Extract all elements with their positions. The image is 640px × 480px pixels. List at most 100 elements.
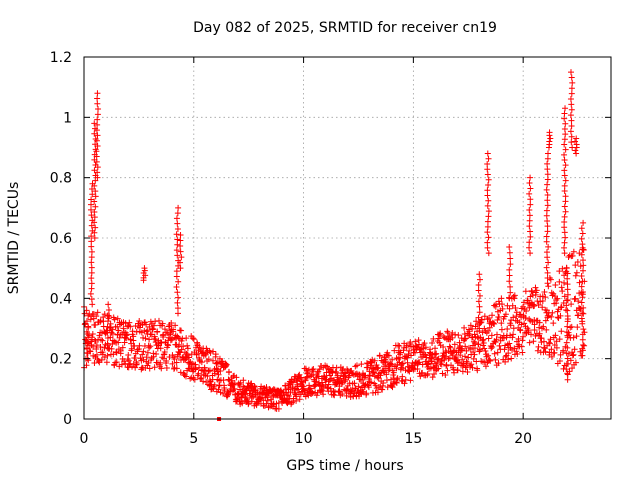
data-point <box>494 349 501 356</box>
data-point <box>506 244 513 251</box>
data-point <box>533 287 540 294</box>
data-point <box>173 268 180 275</box>
data-point <box>264 397 271 404</box>
data-point <box>511 292 518 299</box>
data-point <box>442 371 449 378</box>
data-point <box>149 325 156 332</box>
data-point <box>504 341 511 348</box>
y-tick-label: 1.2 <box>50 50 72 66</box>
data-point <box>319 387 326 394</box>
data-point <box>168 319 175 326</box>
data-point <box>177 265 184 272</box>
data-point <box>210 385 217 392</box>
data-point <box>579 288 586 295</box>
data-point <box>131 342 138 349</box>
data-point <box>484 239 491 246</box>
data-point <box>535 302 542 309</box>
data-point <box>507 261 514 268</box>
data-point <box>580 326 587 333</box>
data-point <box>485 327 492 334</box>
data-point <box>380 380 387 387</box>
data-point <box>94 309 101 316</box>
data-point <box>92 193 99 200</box>
data-point <box>449 352 456 359</box>
data-point <box>92 203 99 210</box>
data-point <box>223 361 230 368</box>
data-point <box>173 284 180 291</box>
data-point <box>405 351 412 358</box>
data-point <box>401 380 408 387</box>
data-point <box>135 345 142 352</box>
data-point <box>430 335 437 342</box>
data-point <box>562 146 569 153</box>
data-point <box>545 312 552 319</box>
data-point <box>562 131 569 138</box>
data-point <box>575 298 582 305</box>
data-point <box>506 295 513 302</box>
data-point <box>552 281 559 288</box>
data-point <box>572 262 579 269</box>
data-point <box>88 206 95 213</box>
data-point <box>178 327 185 334</box>
data-point <box>171 355 178 362</box>
data-point <box>108 345 115 352</box>
data-point <box>88 285 95 292</box>
data-point <box>287 389 294 396</box>
data-point <box>579 241 586 248</box>
data-point <box>520 333 527 340</box>
data-point <box>437 330 444 337</box>
data-point <box>580 262 587 269</box>
data-point <box>127 323 134 330</box>
y-tick-label: 0.6 <box>50 231 72 247</box>
data-point <box>393 365 400 372</box>
data-point <box>92 321 99 328</box>
data-point <box>376 352 383 359</box>
data-point <box>94 90 101 97</box>
data-point <box>553 338 560 345</box>
data-point <box>196 344 203 351</box>
data-point <box>543 212 550 219</box>
data-point <box>161 326 168 333</box>
data-point <box>485 176 492 183</box>
data-point <box>459 347 466 354</box>
data-point <box>353 362 360 369</box>
data-point <box>485 213 492 220</box>
data-point <box>158 365 165 372</box>
data-point <box>567 357 574 364</box>
data-point <box>553 344 560 351</box>
data-point <box>127 336 134 343</box>
data-point <box>93 342 100 349</box>
data-point <box>528 331 535 338</box>
data-point <box>173 359 180 366</box>
data-point <box>508 355 515 362</box>
data-point <box>313 392 320 399</box>
data-point <box>469 364 476 371</box>
data-point <box>234 391 241 398</box>
data-point <box>94 121 101 128</box>
data-point <box>374 389 381 396</box>
data-point <box>563 360 570 367</box>
data-point <box>462 343 469 350</box>
data-point <box>573 269 580 276</box>
data-point <box>365 384 372 391</box>
data-point <box>88 264 95 271</box>
data-point <box>557 312 564 319</box>
x-tick-label: 20 <box>514 431 532 447</box>
data-point <box>535 343 542 350</box>
data-point <box>308 388 315 395</box>
data-point <box>226 368 233 375</box>
data-point <box>339 390 346 397</box>
data-point <box>87 201 94 208</box>
data-point <box>561 172 568 179</box>
data-point <box>163 357 170 364</box>
data-point <box>526 190 533 197</box>
data-point <box>548 346 555 353</box>
data-point <box>498 295 505 302</box>
data-point <box>431 370 438 377</box>
data-point <box>526 206 533 213</box>
data-point <box>562 162 569 169</box>
data-point <box>564 307 571 314</box>
data-point <box>382 358 389 365</box>
data-point <box>454 360 461 367</box>
data-point <box>550 320 557 327</box>
